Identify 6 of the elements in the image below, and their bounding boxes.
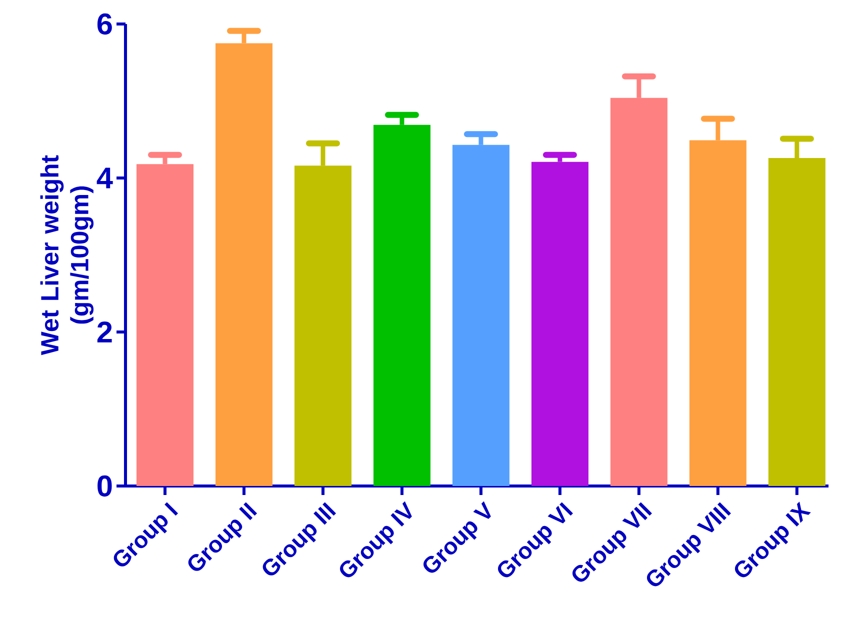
y-tick-label: 2: [97, 322, 112, 342]
y-axis-title: Wet Liver weight (gm/100gm): [40, 155, 94, 356]
y-tick-label: 4: [96, 168, 113, 188]
y-tick-label: 6: [97, 13, 112, 35]
y-tick-label: 0: [98, 475, 112, 497]
bar: [531, 162, 588, 486]
